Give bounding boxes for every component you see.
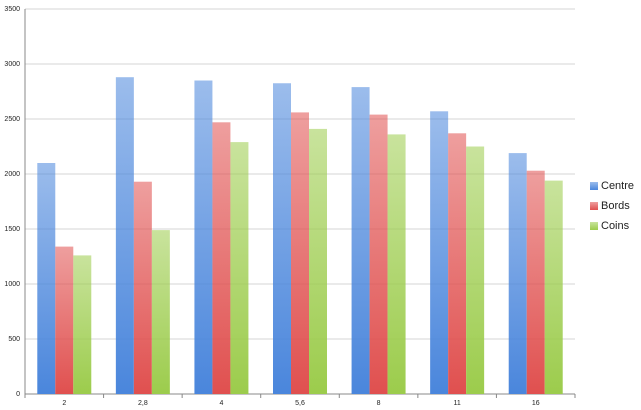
- y-tick-label: 3500: [4, 6, 20, 13]
- x-tick-label: 4: [219, 400, 223, 407]
- x-tick-label: 2,8: [138, 400, 148, 407]
- legend-swatch: [590, 222, 598, 230]
- bar: [73, 255, 92, 394]
- y-tick-label: 0: [16, 391, 20, 398]
- bar: [151, 230, 170, 394]
- bar: [544, 180, 563, 394]
- bar: [351, 87, 370, 394]
- x-tick-label: 16: [532, 400, 540, 407]
- y-tick-label: 3000: [4, 61, 20, 68]
- legend-label: Centre: [601, 180, 634, 192]
- bar: [309, 128, 327, 394]
- legend-swatch: [590, 202, 598, 210]
- bar: [430, 111, 449, 395]
- bar: [133, 181, 152, 394]
- bar: [230, 142, 249, 394]
- y-tick-label: 500: [8, 336, 20, 343]
- bar: [466, 146, 485, 394]
- y-tick-label: 2500: [4, 116, 20, 123]
- bar: [448, 133, 467, 395]
- bar: [212, 122, 231, 395]
- bar: [387, 134, 406, 394]
- y-tick-label: 2000: [4, 171, 20, 178]
- y-tick-label: 1500: [4, 226, 20, 233]
- bar: [273, 83, 291, 394]
- legend-swatch: [590, 182, 598, 190]
- x-tick-label: 8: [377, 400, 381, 407]
- x-tick-label: 5,6: [295, 400, 305, 407]
- bar: [508, 153, 527, 394]
- bar: [37, 163, 56, 394]
- bar: [115, 77, 134, 394]
- bar: [369, 114, 388, 394]
- x-tick-label: 11: [454, 400, 461, 407]
- bar: [194, 80, 213, 394]
- y-tick-label: 1000: [4, 281, 20, 288]
- bar: [291, 112, 309, 395]
- bar: [526, 170, 545, 394]
- legend-label: Coins: [601, 220, 630, 232]
- bar: [55, 246, 74, 394]
- x-tick-label: 2: [62, 400, 66, 407]
- legend-label: Bords: [601, 200, 630, 212]
